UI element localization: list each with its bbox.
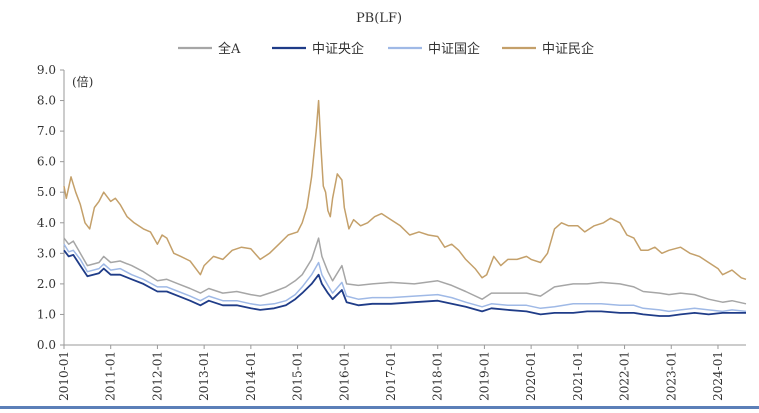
legend-label-private: 中证民企 bbox=[542, 41, 594, 57]
series-line-soe bbox=[63, 243, 747, 313]
y-tick-label: 7.0 bbox=[37, 124, 56, 138]
y-tick-label: 2.0 bbox=[37, 277, 56, 291]
x-tick-label: 2020-01 bbox=[524, 351, 538, 401]
series-line-private bbox=[63, 99, 747, 281]
y-tick-label: 5.0 bbox=[37, 185, 56, 199]
y-tick-label: 3.0 bbox=[37, 246, 56, 260]
axes: 0.0 1.0 2.0 3.0 4.0 5.0 6.0 7.0 8.0 9.0 2010-01 201… bbox=[37, 63, 746, 401]
series-line-all-a bbox=[63, 237, 747, 305]
x-tick-label: 2021-01 bbox=[571, 351, 585, 401]
x-tick-label: 2023-01 bbox=[664, 351, 678, 401]
x-tick-label: 2011-01 bbox=[104, 351, 118, 401]
legend-label-all-a: 全A bbox=[218, 41, 241, 57]
y-tick-label: 4.0 bbox=[37, 216, 56, 230]
legend: 全A 中证央企 中证国企 中证民企 bbox=[178, 41, 594, 57]
x-tick-label: 2010-01 bbox=[57, 351, 71, 401]
y-tick-label: 6.0 bbox=[37, 155, 56, 169]
x-tick-label: 2018-01 bbox=[431, 351, 445, 401]
legend-label-soe: 中证国企 bbox=[428, 41, 480, 57]
x-tick-label: 2012-01 bbox=[150, 351, 164, 401]
series-lines bbox=[63, 99, 747, 317]
x-tick-label: 2024-01 bbox=[711, 351, 725, 401]
x-tick-label: 2017-01 bbox=[384, 351, 398, 401]
series-line-central-soe bbox=[63, 249, 746, 317]
x-tick-label: 2015-01 bbox=[291, 351, 305, 401]
y-tick-label: 9.0 bbox=[37, 63, 56, 77]
y-tick-label: 0.0 bbox=[37, 338, 56, 352]
y-tick-label: 8.0 bbox=[37, 94, 56, 108]
x-tick-label: 2022-01 bbox=[618, 351, 632, 401]
x-tick-label: 2016-01 bbox=[337, 351, 351, 401]
x-tick-label: 2014-01 bbox=[244, 351, 258, 401]
chart-title: PB(LF) bbox=[356, 11, 402, 26]
x-tick-label: 2019-01 bbox=[477, 351, 491, 401]
chart-labels: PB(LF) (倍) bbox=[72, 11, 402, 89]
y-tick-label: 1.0 bbox=[37, 307, 56, 321]
legend-label-central-soe: 中证央企 bbox=[312, 41, 364, 57]
y-axis-unit-label: (倍) bbox=[72, 74, 93, 89]
x-tick-label: 2013-01 bbox=[197, 351, 211, 401]
bottom-rule bbox=[0, 406, 759, 409]
